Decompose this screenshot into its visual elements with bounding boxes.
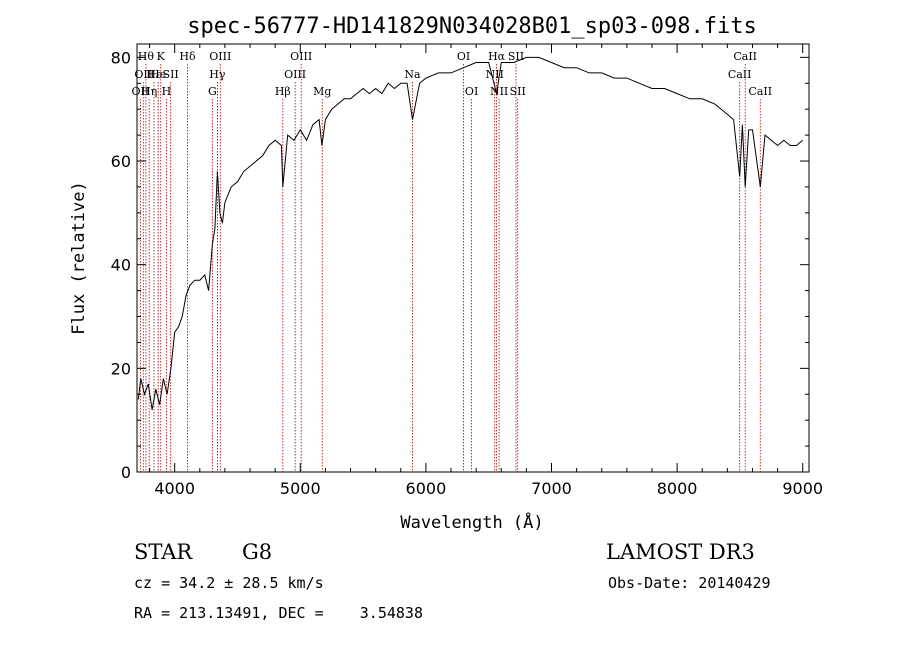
marker-label-10: G [208,85,217,98]
marker-label-8: SII [163,68,179,81]
marker-label-14: OIII [284,68,306,81]
observation-date: Obs-Date: 20140429 [608,574,771,592]
marker-label-18: OI [457,50,470,63]
marker-label-3: Hη [141,85,157,98]
marker-label-27: CaII [748,85,772,98]
marker-label-7: H [162,85,172,98]
x-tick-label-4: 8000 [657,479,698,498]
marker-label-23: SII [508,50,524,63]
marker-label-20: NII [486,68,504,81]
emission-line-labels: OIIOIIHθHηHεHeKHSIIHδGHγOIIIHβOIIIOIIIMg… [132,50,773,98]
marker-label-5: He [150,68,166,81]
marker-label-2: Hθ [138,50,155,63]
y-tick-label-1: 20 [111,359,131,378]
marker-label-25: CaII [728,68,752,81]
x-tick-label-3: 7000 [531,479,572,498]
plot-frame [136,43,810,473]
y-tick-label-0: 0 [121,463,131,482]
marker-label-22: NII [490,85,508,98]
x-tick-label-5: 9000 [782,479,823,498]
survey-name: LAMOST DR3 [606,540,755,564]
object-subclass: G8 [242,540,273,564]
marker-label-24: SII [510,85,526,98]
chart-title: spec-56777-HD141829N034028B01_sp03-098.f… [187,14,757,39]
y-axis-label: Flux (relative) [69,181,89,335]
spectrum-series-line [137,56,804,410]
y-tick-label-3: 60 [111,152,131,171]
marker-label-4: Hε [146,68,162,81]
marker-label-26: CaII [733,50,757,63]
sky-coordinates: RA = 213.13491, DEC = 3.54838 [134,604,423,622]
y-tick-label-2: 40 [111,256,131,275]
y-axis-ticks: 0 20 40 60 80 [111,48,809,482]
object-class: STAR [134,540,193,564]
x-tick-label-0: 4000 [154,479,195,498]
marker-label-17: Na [404,68,421,81]
marker-label-19: OI [465,85,478,98]
marker-label-0: OII [132,85,150,98]
marker-label-6: K [157,50,166,63]
marker-label-15: OIII [290,50,312,63]
marker-label-9: Hδ [179,50,196,63]
x-tick-label-1: 5000 [280,479,321,498]
y-tick-label-4: 80 [111,48,131,67]
x-axis-label: Wavelength (Å) [400,511,543,533]
x-axis-ticks: 4000 5000 6000 7000 8000 9000 [149,44,823,498]
x-tick-label-2: 6000 [406,479,447,498]
marker-label-13: Hβ [275,85,291,98]
emission-line-markers [139,64,761,472]
marker-label-11: Hγ [209,68,226,81]
marker-label-16: Mg [313,85,331,98]
marker-label-12: OIII [209,50,231,63]
spectrum-chart: spec-56777-HD141829N034028B01_sp03-098.f… [69,14,823,533]
redshift-velocity: cz = 34.2 ± 28.5 km/s [134,574,324,592]
marker-label-21: Hα [488,50,506,63]
marker-label-1: OII [134,68,152,81]
